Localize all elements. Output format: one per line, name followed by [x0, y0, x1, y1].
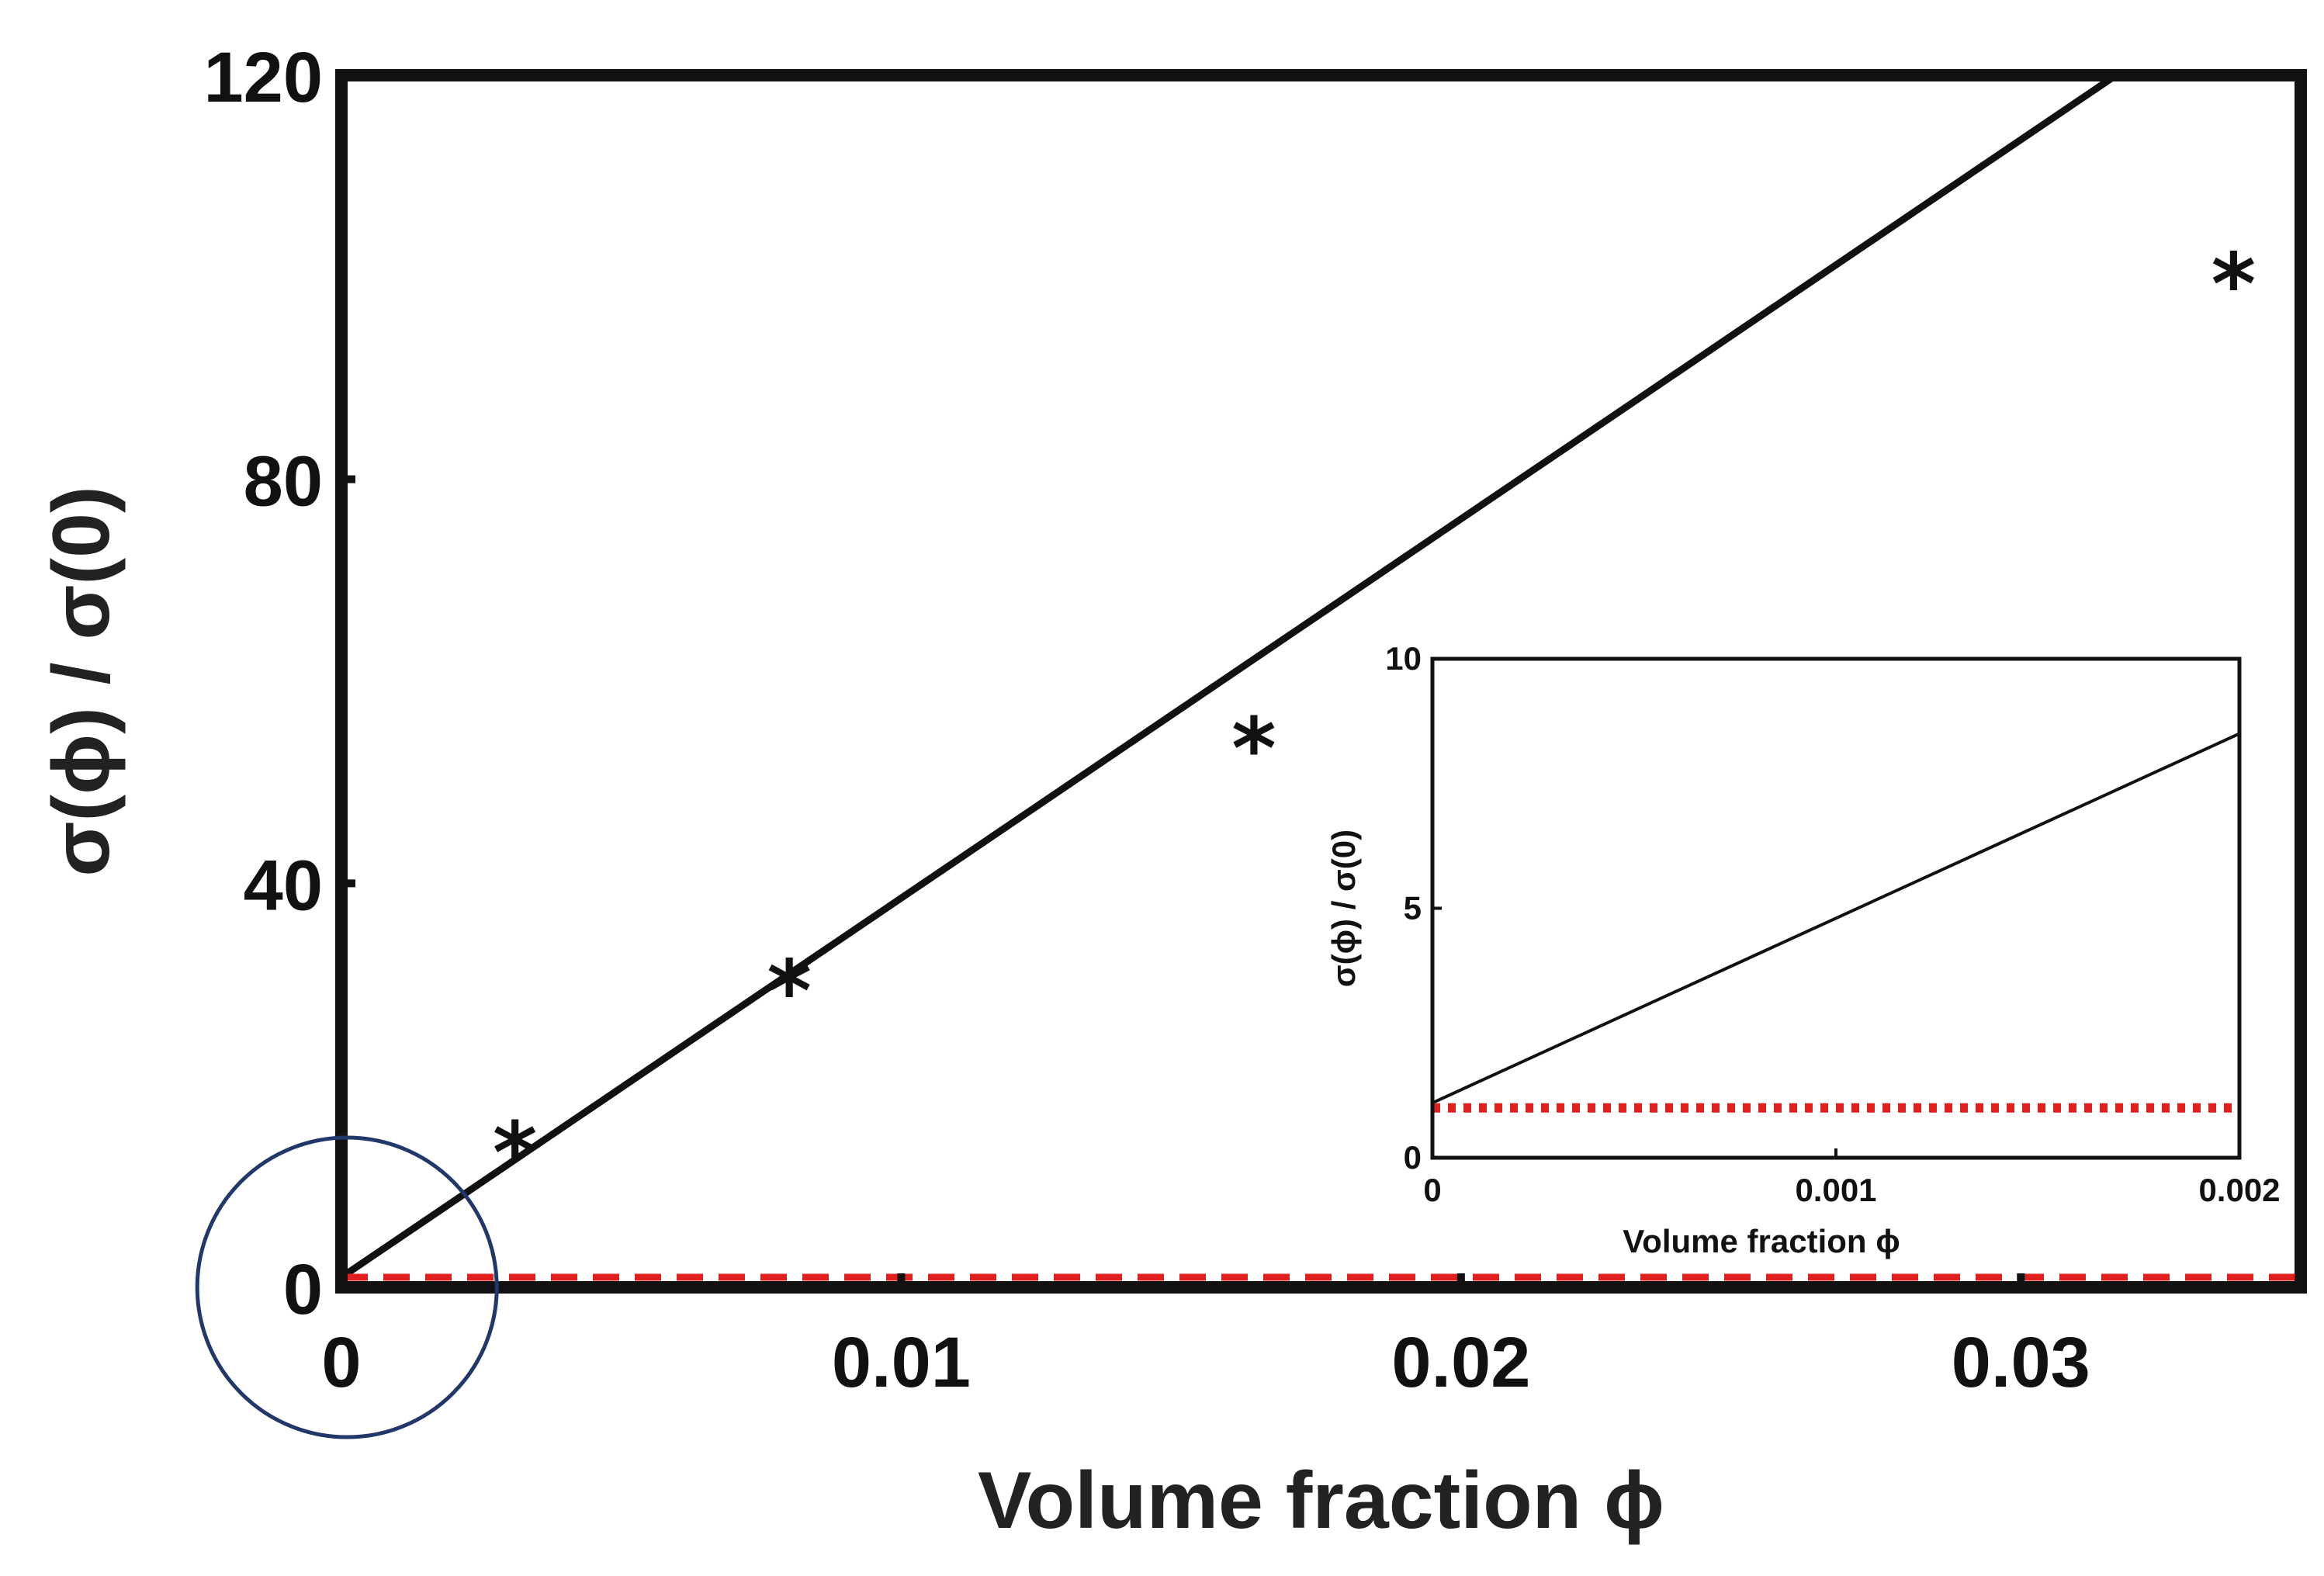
x-tick-label: 0.002	[2198, 1172, 2280, 1208]
y-tick-label: 80	[244, 442, 323, 521]
data-point-star: *	[767, 941, 812, 1041]
y-tick-label: 5	[1404, 890, 1422, 927]
y-axis-label: σ(ϕ) / σ(0)	[36, 486, 126, 876]
highlight-circle	[195, 1135, 499, 1439]
y-tick-label: 0	[1404, 1139, 1422, 1176]
series-line-solid	[341, 75, 2118, 1280]
series-group	[1432, 732, 2239, 1113]
x-tick-label: 0	[1423, 1172, 1441, 1208]
x-axis-label: Volume fraction ϕ	[1623, 1223, 1900, 1259]
x-tick-label: 0.02	[1391, 1323, 1530, 1402]
inset-plot: 0 0.001 0.002 0 5 10 Volume fraction ϕ σ(ϕ) / σ…	[1325, 640, 2281, 1259]
data-point-star: *	[2211, 234, 2256, 334]
x-tick-label: 0.03	[1952, 1323, 2090, 1402]
plot-frame	[1430, 656, 2242, 1160]
series-line-solid	[1432, 732, 2239, 1105]
y-tick-label: 120	[204, 38, 324, 117]
data-point-star: *	[493, 1103, 538, 1203]
x-axis-label: Volume fraction ϕ	[978, 1456, 1664, 1546]
x-tick-label: 0.001	[1795, 1172, 1876, 1208]
x-tick-label: 0.01	[832, 1323, 971, 1402]
series-group	[341, 75, 2301, 1281]
main-plot: * * * * 0 0.01 0.02 0.03 0 40 80 120 Volume fraction…	[36, 38, 2307, 1546]
data-point-star: *	[1231, 699, 1276, 798]
y-axis-label: σ(ϕ) / σ(0)	[1325, 830, 1362, 987]
plot-frame	[335, 69, 2307, 1294]
x-tick-label: 0	[321, 1323, 361, 1402]
y-tick-label: 10	[1385, 640, 1422, 677]
y-tick-label: 40	[244, 846, 323, 925]
y-tick-label: 0	[283, 1250, 323, 1329]
